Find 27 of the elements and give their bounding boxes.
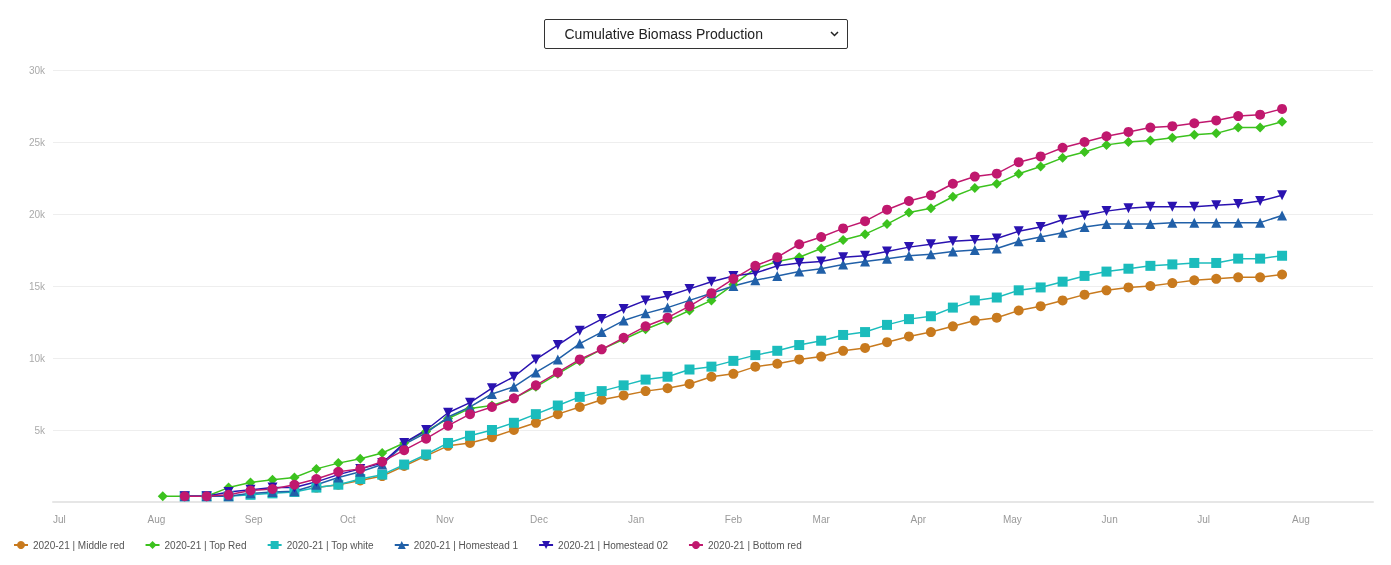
x-tick-label: May: [1002, 513, 1022, 525]
legend-label: 2020-21 | Homestead 02: [558, 539, 669, 551]
legend-label: 2020-21 | Bottom red: [707, 539, 802, 551]
x-tick-label: Dec: [530, 513, 548, 525]
y-tick-label: 5k: [34, 424, 46, 436]
y-tick-label: 25k: [28, 136, 46, 148]
legend-label: 2020-21 | Homestead 1: [413, 539, 519, 551]
x-tick-label: Oct: [339, 513, 356, 525]
legend-label: 2020-21 | Middle red: [33, 539, 125, 551]
x-tick-label: Apr: [910, 513, 927, 525]
x-tick-label: Feb: [724, 513, 743, 525]
x-tick-label: Jul: [1197, 513, 1211, 525]
y-tick-label: 30k: [28, 64, 46, 76]
x-tick-label: Aug: [147, 513, 166, 525]
x-tick-label: Jul: [52, 513, 66, 525]
x-tick-label: Sep: [244, 513, 263, 525]
chart-title: Cumulative Biomass Production: [564, 26, 763, 42]
y-tick-label: 15k: [28, 280, 46, 292]
legend-label: 2020-21 | Top Red: [164, 539, 247, 551]
legend-label: 2020-21 | Top white: [286, 539, 374, 551]
x-tick-label: Jun: [1101, 513, 1118, 525]
y-tick-label: 10k: [28, 352, 46, 364]
x-tick-label: Jan: [628, 513, 645, 525]
x-tick-label: Nov: [436, 513, 454, 525]
y-tick-label: 20k: [28, 208, 46, 220]
x-tick-label: Mar: [812, 513, 831, 525]
x-tick-label: Aug: [1291, 513, 1310, 525]
